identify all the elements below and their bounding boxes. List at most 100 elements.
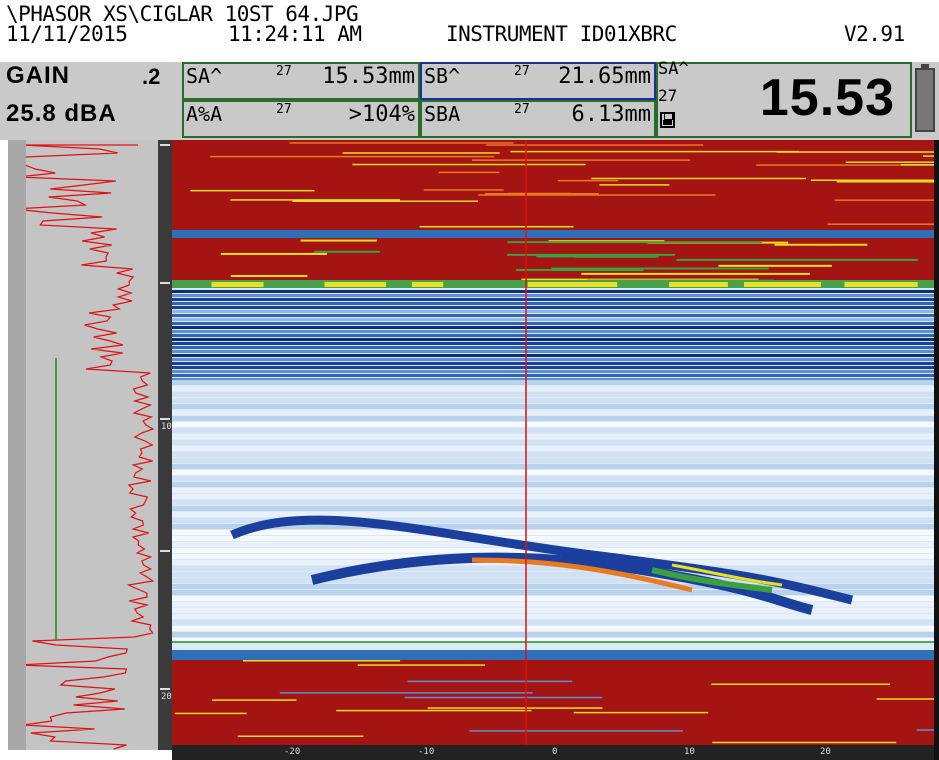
floppy-disk-icon[interactable]: [660, 112, 675, 128]
a-percent-gate: 27: [276, 102, 292, 117]
x-label-10: 10: [684, 747, 695, 757]
top-band-streak: [923, 155, 934, 157]
blue-layer: [172, 326, 934, 329]
top-band-streak: [591, 177, 807, 180]
horizontal-scale-ruler: -20 -10 0 10 20: [172, 745, 934, 760]
gain-label: GAIN: [6, 62, 70, 89]
light-layer: [172, 602, 934, 607]
bottom-band-streak: [174, 712, 247, 715]
top-band-streak: [352, 163, 586, 166]
bottom-band-streak: [427, 707, 603, 709]
yellow-blob: [324, 282, 387, 287]
version-text: V2.91: [844, 22, 905, 46]
blue-layer: [172, 338, 934, 341]
light-layer: [172, 566, 934, 571]
light-layer: [172, 482, 934, 487]
bottom-band-streak: [916, 729, 934, 731]
blue-layer: [172, 294, 934, 297]
defect-echo-lower: [310, 552, 814, 615]
blue-layer: [172, 330, 934, 333]
time-text: 11:24:11 AM: [228, 22, 362, 46]
depth-tick: [160, 550, 170, 552]
light-layer: [172, 584, 934, 589]
blue-layer: [172, 290, 934, 293]
light-layer: [172, 572, 934, 577]
second-band-streak: [574, 255, 659, 258]
gain-value[interactable]: 25.8 dBA: [6, 100, 117, 127]
instrument-id-text: INSTRUMENT ID01XBRC: [446, 22, 677, 46]
light-layer: [172, 632, 934, 637]
b-scan-image[interactable]: [172, 140, 934, 745]
a-scan-waveform-panel: [8, 140, 158, 750]
blue-layer: [172, 346, 934, 349]
date-text: 11/11/2015: [6, 22, 128, 46]
second-band-streak: [581, 272, 810, 275]
sa-peak-label: SA^: [186, 64, 223, 88]
second-band-streak: [774, 243, 868, 246]
depth-tick: [160, 144, 170, 146]
top-band-streak: [557, 179, 619, 182]
sa-peak-readout[interactable]: SA^ 27 15.53mm: [182, 62, 420, 100]
gain-step-value[interactable]: .2: [142, 64, 161, 89]
right-edge: [934, 140, 939, 760]
light-layer: [172, 428, 934, 433]
sb-peak-value: 21.65mm: [558, 64, 651, 89]
yellow-blob: [527, 282, 618, 287]
light-layer: [172, 500, 934, 505]
a-percent-readout[interactable]: A%A 27 >104%: [182, 100, 420, 138]
top-band-streak: [836, 181, 934, 183]
blue-layer: [172, 350, 934, 353]
bottom-band-streak: [712, 741, 897, 744]
top-band-streak: [827, 223, 934, 225]
depth-scale-bar: 10 20: [158, 140, 172, 750]
blue-layer: [172, 306, 934, 309]
sa-peak-value: 15.53mm: [322, 64, 415, 89]
a-scan-waveform: [8, 144, 155, 750]
sba-gate: 27: [514, 102, 530, 117]
bottom-band-streak: [573, 711, 709, 714]
second-band-streak: [506, 253, 675, 256]
blue-layer: [172, 322, 934, 325]
blue-layer: [172, 314, 934, 317]
blue-layer: [172, 310, 934, 313]
second-band-streak: [515, 269, 644, 272]
bottom-backwall-band: [172, 660, 934, 745]
top-band-streak: [510, 150, 799, 153]
light-layer: [172, 386, 934, 391]
top-band-streak: [478, 194, 716, 196]
light-layer: [172, 446, 934, 451]
yellow-blob: [687, 282, 728, 287]
light-layer: [172, 578, 934, 583]
light-layer: [172, 476, 934, 481]
light-layer: [172, 536, 934, 541]
depth-tick: [160, 688, 170, 690]
light-layer: [172, 422, 934, 427]
battery-icon: [915, 64, 935, 132]
bottom-band-streak: [212, 699, 297, 701]
sb-peak-readout[interactable]: SB^ 27 21.65mm: [420, 62, 656, 100]
a-percent-value: >104%: [348, 102, 415, 127]
measurement-panel: GAIN .2 25.8 dBA SA^ 27 15.53mm A%A 27 >…: [0, 61, 939, 140]
big-reading-box[interactable]: [656, 62, 912, 138]
light-layer: [172, 518, 934, 523]
second-band-streak: [313, 250, 380, 253]
blue-layer: [172, 374, 934, 377]
x-label-0: 0: [552, 747, 558, 757]
second-band-streak: [718, 264, 832, 267]
x-label-minus-20: -20: [284, 747, 301, 757]
top-band-streak: [508, 192, 572, 195]
left-edge: [0, 140, 8, 760]
light-layer: [172, 590, 934, 595]
second-band-streak: [536, 255, 598, 258]
blue-layer: [172, 302, 934, 305]
depth-tick: [160, 418, 170, 420]
light-layer: [172, 404, 934, 409]
bottom-band-streak: [336, 709, 532, 712]
bottom-band-streak: [407, 680, 573, 683]
blue-layer: [172, 354, 934, 357]
depth-label-10: 10: [161, 422, 172, 432]
bottom-band-streak: [242, 660, 401, 662]
sba-readout[interactable]: SBA 27 6.13mm: [420, 100, 656, 138]
top-band-streak: [342, 152, 500, 154]
second-band-streak: [507, 241, 763, 244]
